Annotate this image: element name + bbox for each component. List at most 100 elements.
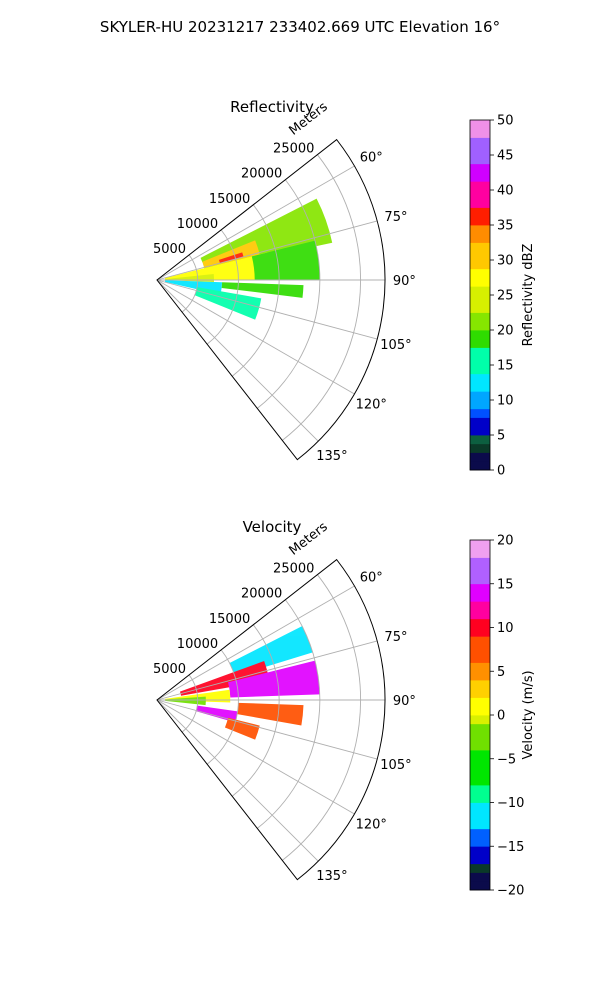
colorbar-segment: [470, 417, 490, 427]
azimuth-spoke: [156, 279, 355, 395]
range-tick-label: 10000: [177, 217, 218, 232]
colorbar-tick-label: −20: [497, 884, 524, 899]
angle-tick-label: 105°: [380, 758, 411, 773]
colorbar-tick-label: 10: [497, 394, 514, 409]
panel-title: Reflectivity: [230, 98, 314, 116]
colorbar-segment: [470, 338, 490, 348]
colorbar-segment: [470, 452, 490, 462]
echo-region: [196, 705, 238, 723]
colorbar-label: Reflectivity dBZ: [521, 244, 536, 347]
range-tick-label: 5000: [153, 242, 186, 257]
angle-tick-label: 105°: [380, 338, 411, 353]
range-tick-label: 10000: [177, 637, 218, 652]
colorbar-tick-label: 15: [497, 577, 514, 592]
colorbar-segment: [470, 566, 490, 576]
colorbar-tick-label: 5: [497, 429, 505, 444]
range-ring: [231, 204, 280, 377]
azimuth-spoke: [156, 165, 355, 281]
angle-tick-label: 120°: [356, 398, 387, 413]
colorbar-segment: [470, 846, 490, 856]
colorbar-segment: [470, 286, 490, 296]
colorbar-tick-label: 10: [497, 621, 514, 636]
colorbar-tick-label: −15: [497, 840, 524, 855]
colorbar-segment: [470, 776, 490, 786]
colorbar-segment: [470, 837, 490, 847]
colorbar-segment: [470, 636, 490, 646]
range-tick-label: 15000: [209, 612, 250, 627]
colorbar-segment: [470, 391, 490, 401]
colorbar-segment: [470, 828, 490, 838]
colorbar-segment: [470, 233, 490, 243]
colorbar-segment: [470, 785, 490, 795]
colorbar-segment: [470, 557, 490, 567]
colorbar-segment: [470, 172, 490, 182]
colorbar-segment: [470, 181, 490, 191]
colorbar-segment: [470, 365, 490, 375]
echo-region: [179, 661, 270, 696]
colorbar-tick-label: 20: [497, 534, 514, 549]
range-ring: [206, 229, 239, 345]
echo-region: [221, 282, 304, 298]
colorbar-tick-label: 5: [497, 665, 505, 680]
echo-region: [218, 252, 244, 264]
figure-suptitle: SKYLER-HU 20231217 233402.669 UTC Elevat…: [100, 18, 500, 36]
colorbar-segment: [470, 610, 490, 620]
sector-outline: [156, 558, 386, 881]
echo-region: [165, 696, 206, 706]
colorbar-segment: [470, 881, 490, 891]
colorbar-segment: [470, 155, 490, 165]
colorbar-segment: [470, 618, 490, 628]
colorbar-segment: [470, 697, 490, 707]
azimuth-spoke: [156, 699, 378, 760]
colorbar-tick-label: 0: [497, 709, 505, 724]
azimuth-spoke: [156, 699, 319, 862]
azimuth-spoke: [156, 220, 378, 281]
colorbar-segment: [470, 741, 490, 751]
colorbar-segment: [470, 793, 490, 803]
echo-region: [237, 702, 304, 726]
range-tick-label: 25000: [273, 142, 314, 157]
colorbar-segment: [470, 260, 490, 270]
colorbar-segment: [470, 225, 490, 235]
colorbar-segment: [470, 242, 490, 252]
colorbar-segment: [470, 732, 490, 742]
range-ring: [282, 154, 361, 441]
sector-outline: [156, 138, 386, 461]
azimuth-spoke: [156, 699, 355, 815]
angle-tick-label: 120°: [356, 818, 387, 833]
colorbar-segment: [470, 671, 490, 681]
colorbar-segment: [470, 872, 490, 882]
colorbar-segment: [470, 435, 490, 445]
colorbar: 0 5 10 15 20 25 30 35 40 45 50 Reflectivity dBZ: [469, 114, 536, 479]
azimuth-spoke: [156, 279, 378, 340]
colorbar-segment: [470, 268, 490, 278]
colorbar-tick-label: 25: [497, 289, 514, 304]
range-tick-label: 25000: [273, 562, 314, 577]
colorbar-segment: [470, 575, 490, 585]
angle-tick-label: 60°: [360, 150, 383, 165]
colorbar-tick-label: 0: [497, 464, 505, 479]
range-ring: [206, 649, 239, 765]
colorbar-segment: [470, 548, 490, 558]
colorbar-segment: [470, 645, 490, 655]
colorbar-tick-label: −10: [497, 796, 524, 811]
colorbar-segment: [470, 146, 490, 156]
colorbar-segment: [470, 330, 490, 340]
colorbar-segment: [470, 408, 490, 418]
colorbar-segment: [470, 820, 490, 830]
colorbar-tick-label: 30: [497, 254, 514, 269]
colorbar-tick-label: 50: [497, 114, 514, 129]
echo-region: [228, 660, 320, 698]
colorbar-segment: [470, 662, 490, 672]
colorbar-segment: [470, 373, 490, 383]
colorbar-segment: [470, 312, 490, 322]
azimuth-spoke: [156, 640, 378, 701]
range-tick-label: 15000: [209, 192, 250, 207]
colorbar-segment: [470, 443, 490, 453]
colorbar-segment: [470, 382, 490, 392]
colorbar-segment: [470, 750, 490, 760]
polar-panel-2: Velocity 60° 75° 90° 105° 120° 135° 5000 10000 15…: [153, 518, 536, 899]
range-tick-label: 20000: [241, 587, 282, 602]
polar-panel-1: Reflectivity60°75°90°105°120°135°5000100…: [153, 98, 536, 479]
colorbar-segment: [470, 356, 490, 366]
